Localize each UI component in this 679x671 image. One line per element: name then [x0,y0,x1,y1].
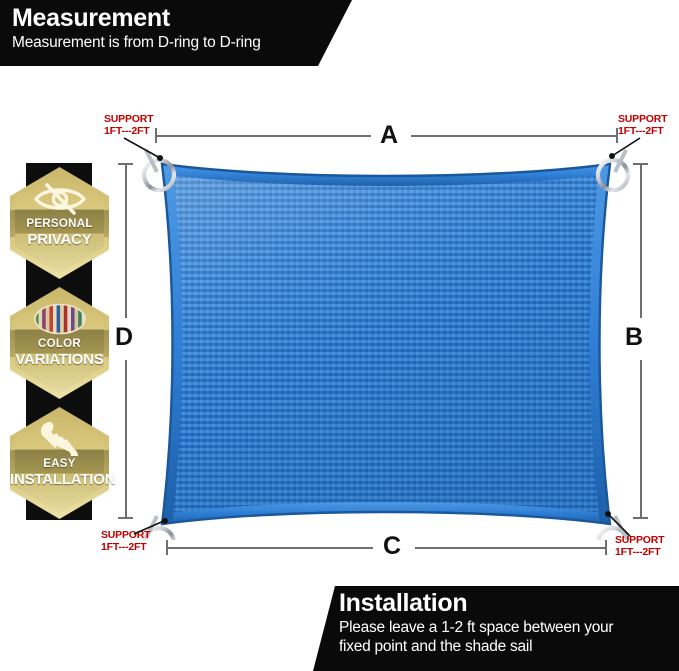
dimension-line-left-bottom-seg [125,360,127,518]
shade-sail-illustration [140,148,632,561]
dimension-tick-left-bottom [118,517,133,519]
installation-banner: Installation Please leave a 1-2 ft space… [313,586,679,671]
dimension-tick-right-bottom [633,517,648,519]
dimension-line-top-right-seg [411,135,617,137]
d-ring-top-right [595,149,630,193]
eye-slash-icon [10,175,109,223]
support-callout-top-right: SUPPORT 1FT---2FT [618,113,668,137]
support-leader-top-left [123,137,161,159]
badge-labels: PERSONAL PRIVACY [10,217,109,249]
dimension-line-bottom-right-seg [415,547,606,549]
installation-line1: Please leave a 1-2 ft space between your [339,619,614,636]
support-anchor-dot-bottom-left [162,518,168,524]
measurement-subtitle: Measurement is from D-ring to D-ring [12,34,261,51]
support-callout-bottom-right: SUPPORT 1FT---2FT [615,534,665,558]
dimension-line-left-top-seg [125,163,127,318]
support-callout-line2: 1FT---2FT [618,125,664,137]
badge-labels: EASY INSTALLATION [10,457,116,489]
badge-label-line1: COLOR [37,338,82,350]
support-leader-bottom-left [133,519,167,535]
badge-label-line1: PERSONAL [26,218,93,230]
dimension-line-right-top-seg [640,163,642,318]
dimension-line-top-left-seg [156,135,371,137]
dimension-label-a: A [380,121,399,149]
support-callout-top-left: SUPPORT 1FT---2FT [104,113,154,137]
dimension-tick-bottom-left [166,540,168,555]
dimension-label-c: C [383,532,402,560]
badge-label-line2: VARIATIONS [15,351,104,368]
support-callout-line2: 1FT---2FT [101,541,147,553]
badge-personal-privacy: PERSONAL PRIVACY [10,167,109,279]
badge-label-line1: EASY [43,458,76,470]
dimension-label-d: D [115,323,134,351]
dimension-line-bottom-left-seg [166,547,373,549]
dimension-tick-top-left [155,128,157,143]
support-leader-bottom-right [607,513,631,537]
installation-line2: fixed point and the shade sail [339,638,533,655]
support-leader-top-right [611,137,641,157]
measurement-title: Measurement [12,4,170,32]
support-callout-line1: SUPPORT [104,113,154,125]
measurement-banner: Measurement Measurement is from D-ring t… [0,0,352,66]
dimension-tick-right-top [633,163,648,165]
dimension-tick-left-top [118,163,133,165]
support-callout-line2: 1FT---2FT [615,546,661,558]
d-ring-top-left [142,149,177,193]
color-swatch-icon [10,295,109,343]
badge-label-line2: PRIVACY [27,231,92,248]
feature-badge-strip: PERSONAL PRIVACY [10,163,116,520]
support-anchor-dot-top-right [609,153,615,159]
support-callout-line1: SUPPORT [618,113,668,125]
badge-color-variations: COLOR VARIATIONS [10,287,109,399]
dimension-tick-bottom-right [605,540,607,555]
support-anchor-dot-top-left [157,155,163,161]
support-callout-line2: 1FT---2FT [104,125,150,137]
wrench-icon [10,415,109,463]
installation-title: Installation [339,589,468,617]
support-anchor-dot-bottom-right [605,511,611,517]
sail-body [160,162,612,526]
dimension-line-right-bottom-seg [640,360,642,518]
badge-labels: COLOR VARIATIONS [10,337,109,369]
badge-easy-installation: EASY INSTALLATION [10,407,116,519]
dimension-label-b: B [625,323,644,351]
badge-label-line2: INSTALLATION [10,471,116,488]
dimension-tick-top-right [616,128,618,143]
support-callout-line1: SUPPORT [615,534,665,546]
